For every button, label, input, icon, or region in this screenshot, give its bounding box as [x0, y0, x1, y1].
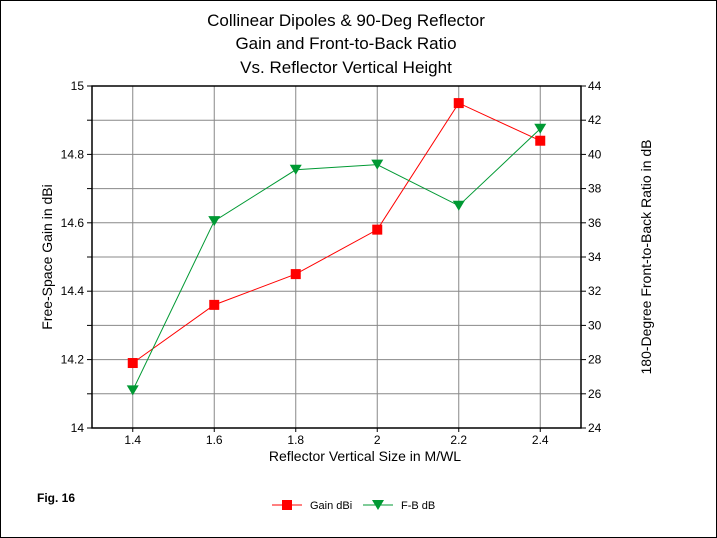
- data-point-gain: [209, 299, 220, 310]
- chart-title-line-3: Vs. Reflector Vertical Height: [240, 58, 452, 77]
- y-left-tick-label: 14: [71, 421, 85, 435]
- data-point-gain: [453, 98, 464, 109]
- legend-fb-label: F-B dB: [401, 500, 435, 512]
- y-left-tick-label: 14.6: [61, 216, 85, 230]
- y-left-tick-label: 15: [71, 79, 85, 93]
- legend-gain-label: Gain dBi: [310, 500, 352, 512]
- x-axis-label: Reflector Vertical Size in M/WL: [269, 448, 461, 464]
- data-point-gain: [372, 224, 383, 235]
- figure-label: Fig. 16: [37, 491, 75, 505]
- y-right-tick-label: 30: [588, 318, 602, 332]
- legend-gain-marker: [282, 500, 292, 510]
- y-right-tick-label: 36: [588, 216, 602, 230]
- data-point-fb: [371, 159, 384, 170]
- y-left-tick-label: 14.8: [61, 147, 85, 161]
- legend: Gain dBi F-B dB: [272, 500, 435, 512]
- x-tick-label: 1.4: [124, 433, 141, 447]
- y-right-tick-label: 34: [588, 250, 602, 264]
- data-point-fb: [208, 216, 221, 227]
- y-left-tick-label: 14.4: [61, 284, 85, 298]
- y-right-tick-label: 28: [588, 353, 602, 367]
- y-right-tick-label: 38: [588, 182, 602, 196]
- data-point-gain: [127, 358, 138, 369]
- y-right-tick-label: 44: [588, 79, 602, 93]
- data-point-fb: [126, 385, 139, 396]
- chart-title-line-2: Gain and Front-to-Back Ratio: [235, 34, 456, 53]
- data-point-gain: [535, 135, 546, 146]
- data-point-gain: [290, 269, 301, 280]
- series-line-fb: [132, 128, 541, 391]
- y-right-tick-label: 42: [588, 113, 602, 127]
- chart-title-line-1: Collinear Dipoles & 90-Deg Reflector: [207, 11, 485, 30]
- y-right-tick-label: 32: [588, 284, 602, 298]
- y-right-tick-label: 24: [588, 421, 602, 435]
- x-tick-label: 1.8: [287, 433, 304, 447]
- y-right-tick-label: 26: [588, 387, 602, 401]
- data-point-fb: [534, 123, 547, 134]
- series-line-gain: [132, 102, 541, 364]
- y-left-tick-label: 14.2: [61, 353, 85, 367]
- y-axis-right-label: 180-Degree Front-to-Back Ratio in dB: [638, 140, 654, 375]
- legend-fb-marker: [372, 500, 384, 510]
- x-tick-label: 1.6: [206, 433, 223, 447]
- x-tick-label: 2.4: [532, 433, 549, 447]
- data-point-fb: [452, 200, 465, 211]
- y-axis-left-label: Free-Space Gain in dBi: [39, 184, 55, 330]
- x-tick-label: 2: [374, 433, 381, 447]
- y-right-tick-label: 40: [588, 147, 602, 161]
- x-tick-label: 2.2: [450, 433, 467, 447]
- data-point-fb: [289, 164, 302, 175]
